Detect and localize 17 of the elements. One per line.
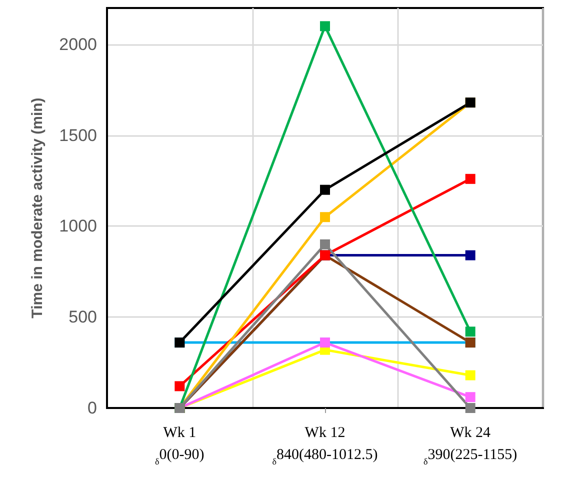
y-axis-title: Time in moderate activity (min) [29,98,46,318]
point [320,21,330,32]
point [320,239,330,250]
y-tick-label: 1500 [59,126,97,145]
point [465,326,476,337]
point [465,370,476,380]
y-tick-label: 500 [68,308,97,327]
point [320,184,330,195]
point [465,174,476,184]
y-tick-label: 0 [88,398,97,418]
point [320,212,330,222]
y-tick-label: 2000 [59,34,97,54]
point [465,250,476,260]
y-tick-label: 1000 [59,216,97,236]
point [174,381,185,392]
point [465,403,476,413]
point [465,392,476,402]
